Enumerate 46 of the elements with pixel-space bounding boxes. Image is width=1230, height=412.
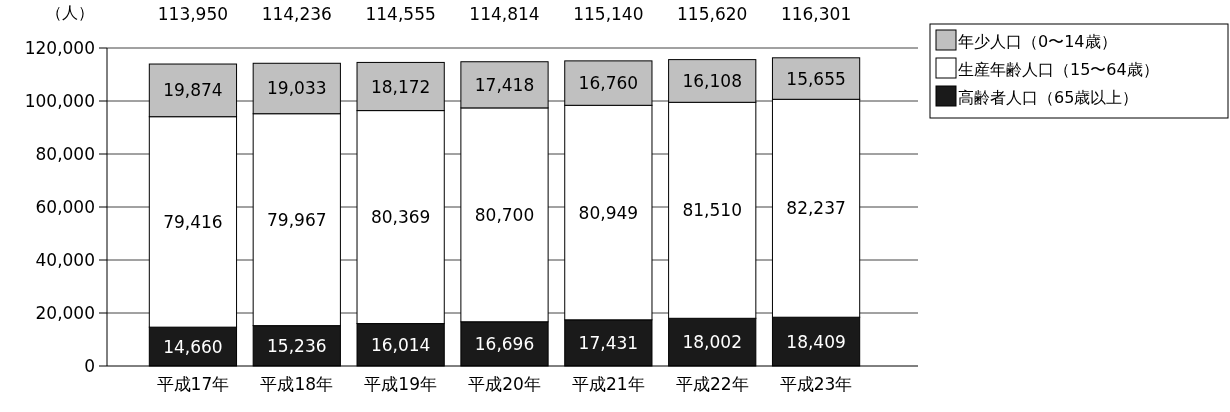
- data-label: 16,014: [370, 334, 431, 355]
- total-label: 115,140: [573, 4, 644, 24]
- legend-label: 生産年齢人口（15〜64歳）: [958, 60, 1159, 79]
- data-label: 15,236: [267, 335, 327, 356]
- data-label: 16,760: [578, 73, 639, 94]
- x-tick-label: 平成17年: [156, 374, 230, 394]
- y-tick-label: 40,000: [35, 250, 95, 270]
- total-label: 116,301: [780, 4, 852, 24]
- data-label: 16,696: [474, 333, 535, 354]
- y-tick-label: 100,000: [24, 91, 95, 111]
- y-tick-label: 60,000: [35, 197, 95, 217]
- data-label: 80,700: [474, 204, 535, 225]
- data-label: 17,418: [474, 74, 535, 95]
- data-label: 16,108: [682, 70, 742, 91]
- data-label: 18,172: [370, 76, 431, 97]
- x-tick-label: 平成18年: [260, 374, 334, 394]
- legend-label: 高齢者人口（65歳以上）: [958, 88, 1139, 107]
- x-tick-label: 平成19年: [364, 374, 437, 394]
- data-label: 18,002: [682, 332, 742, 353]
- y-tick-label: 20,000: [35, 303, 95, 323]
- y-tick-label: 80,000: [35, 144, 95, 164]
- x-tick-label: 平成20年: [468, 374, 541, 394]
- total-label: 114,555: [365, 4, 436, 24]
- data-label: 19,874: [163, 80, 223, 101]
- data-label: 18,409: [786, 331, 846, 352]
- x-tick-label: 平成22年: [675, 374, 749, 394]
- data-label: 80,369: [370, 207, 431, 228]
- x-tick-label: 平成23年: [779, 374, 853, 394]
- total-label: 114,814: [469, 4, 540, 24]
- total-label: 113,950: [157, 4, 229, 24]
- data-label: 19,033: [267, 78, 327, 99]
- data-label: 17,431: [578, 332, 639, 353]
- data-label: 81,510: [682, 200, 742, 221]
- total-label: 114,236: [261, 4, 332, 24]
- y-axis-title: （人）: [46, 3, 94, 22]
- x-tick-label: 平成21年: [572, 374, 645, 394]
- legend-label: 年少人口（0〜14歳）: [958, 32, 1117, 51]
- data-label: 79,416: [163, 211, 223, 232]
- data-label: 82,237: [786, 198, 846, 219]
- y-tick-label: 0: [84, 356, 95, 376]
- total-label: 115,620: [677, 4, 748, 24]
- y-tick-label: 120,000: [24, 38, 95, 58]
- data-label: 79,967: [267, 209, 327, 230]
- data-label: 80,949: [578, 202, 639, 223]
- data-label: 14,660: [163, 336, 223, 357]
- data-label: 15,655: [786, 68, 846, 89]
